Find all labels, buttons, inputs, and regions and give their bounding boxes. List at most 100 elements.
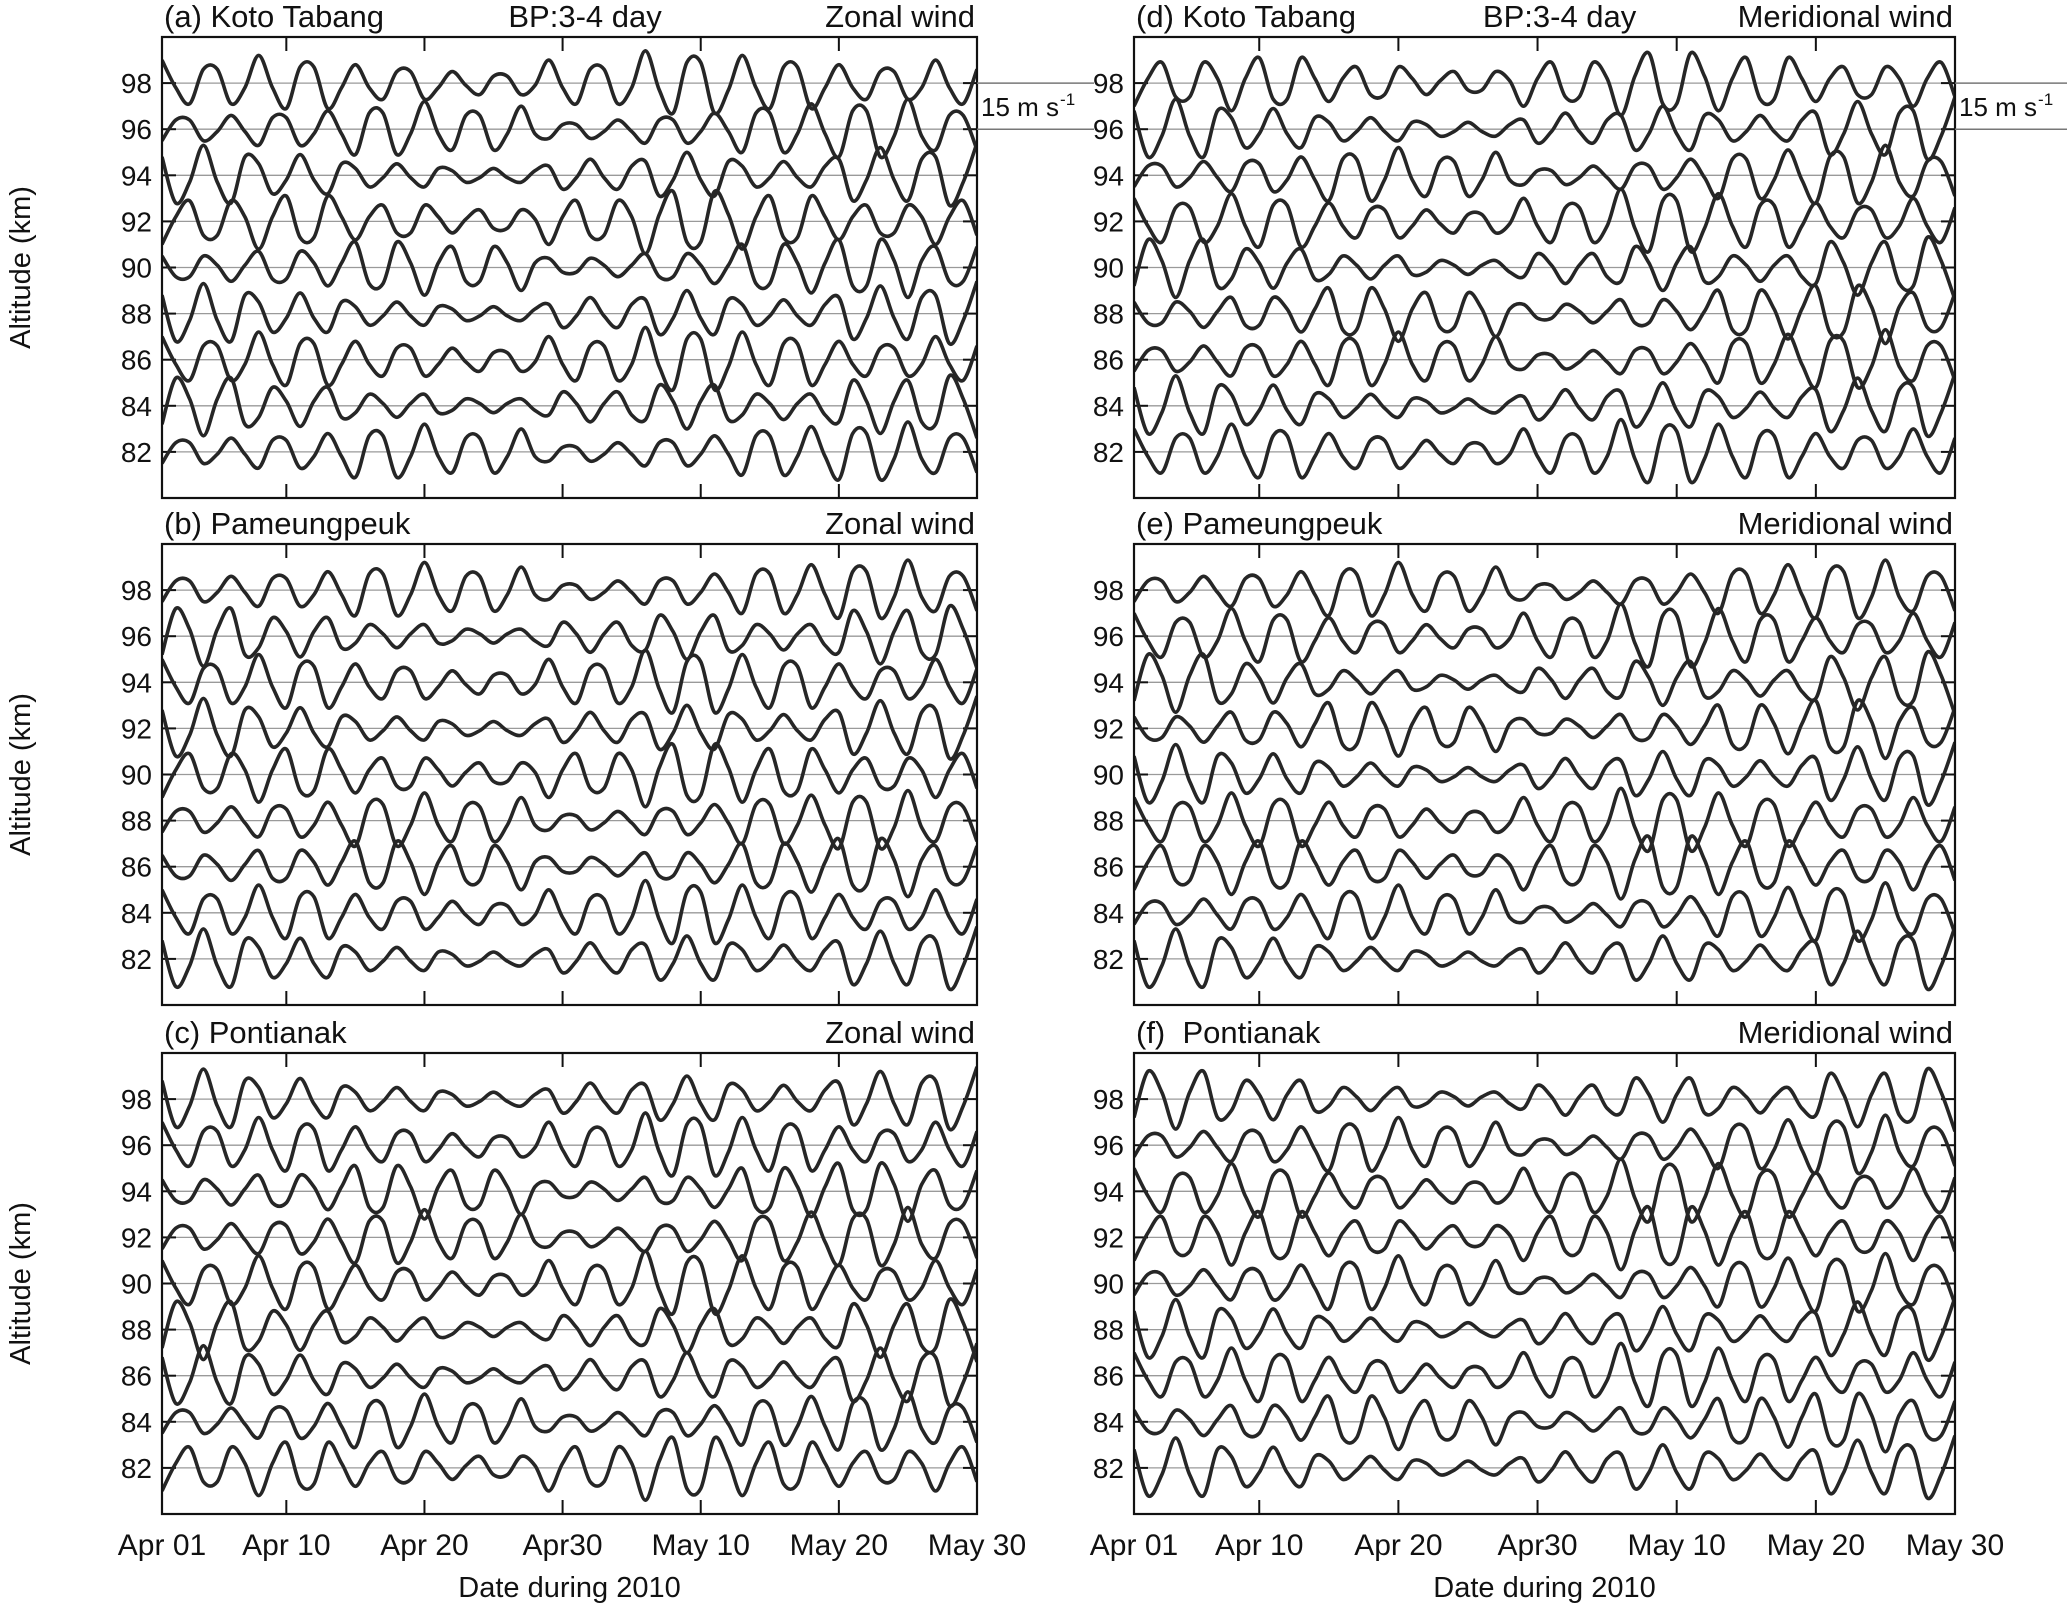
y-tick-label: 84: [121, 1407, 152, 1438]
y-axis-label: Altitude (km): [5, 1202, 37, 1365]
y-tick-label: 92: [121, 206, 152, 237]
wind-trace: [162, 325, 977, 393]
wind-trace: [1134, 602, 1955, 669]
y-tick-label: 82: [1093, 944, 1124, 975]
x-tick-label: May 20: [1767, 1529, 1865, 1562]
wind-trace: [1134, 1435, 1955, 1501]
wind-trace: [162, 1297, 977, 1363]
plot-frame: [160, 542, 979, 1007]
wind-trace: [162, 1435, 977, 1503]
wind-trace: [1134, 1391, 1955, 1454]
x-axis-label: Date during 2010: [458, 1572, 681, 1604]
wind-trace: [1134, 649, 1955, 716]
wind-trace: [1134, 834, 1955, 901]
y-tick-label: 92: [1093, 1222, 1124, 1253]
y-tick-label: 92: [1093, 206, 1124, 237]
y-tick-label: 92: [121, 1222, 152, 1253]
x-tick-label: Apr30: [1498, 1529, 1578, 1562]
scale-bar-exponent: -1: [1060, 90, 1075, 109]
wind-trace: [162, 648, 977, 715]
wind-trace: [162, 142, 977, 208]
y-tick-label: 90: [1093, 1269, 1124, 1300]
y-tick-label: 82: [121, 1453, 152, 1484]
x-tick-label: Apr 10: [1215, 1529, 1303, 1562]
wind-trace: [1134, 1296, 1955, 1363]
wind-trace: [1134, 1251, 1955, 1314]
y-tick-label: 84: [121, 391, 152, 422]
wind-trace: [162, 97, 977, 160]
wind-trace: [162, 603, 977, 670]
plot-frame: [1132, 1051, 1957, 1516]
y-tick-label: 90: [121, 1269, 152, 1300]
panel-title: (a) Koto Tabang: [164, 0, 384, 34]
wind-trace: [162, 1390, 977, 1453]
y-tick-label: 86: [1093, 1361, 1124, 1392]
wind-trace: [1134, 283, 1955, 346]
panel-variable: Zonal wind: [825, 0, 975, 34]
wind-trace: [162, 373, 977, 439]
y-tick-label: 94: [1093, 160, 1124, 191]
y-tick-label: 84: [121, 898, 152, 929]
x-axis-label: Date during 2010: [1433, 1572, 1656, 1604]
wind-trace: [1134, 698, 1955, 761]
y-axis-label: Altitude (km): [5, 693, 37, 856]
panel-variable: Meridional wind: [1738, 0, 1953, 34]
scale-bar-label: 15 m s: [981, 92, 1059, 122]
panel-subtitle: BP:3-4 day: [1483, 0, 1637, 34]
y-tick-label: 96: [1093, 1130, 1124, 1161]
wind-trace: [162, 1249, 977, 1317]
y-tick-label: 96: [121, 114, 152, 145]
y-tick-label: 94: [1093, 667, 1124, 698]
wind-trace: [1134, 786, 1955, 854]
y-tick-label: 86: [121, 345, 152, 376]
y-tick-label: 96: [1093, 621, 1124, 652]
y-tick-label: 88: [121, 806, 152, 837]
wind-trace: [162, 1161, 977, 1224]
wind-trace: [1134, 1113, 1955, 1176]
panel-title: (c) Pontianak: [164, 1015, 347, 1050]
wind-trace: [162, 280, 977, 347]
y-tick-label: 84: [1093, 1407, 1124, 1438]
y-tick-label: 98: [121, 575, 152, 606]
panel-title: (e) Pameungpeuk: [1136, 506, 1383, 541]
y-tick-label: 84: [1093, 391, 1124, 422]
wind-trace: [1134, 1341, 1955, 1409]
panel-title: (d) Koto Tabang: [1136, 0, 1356, 34]
y-tick-label: 82: [121, 944, 152, 975]
wind-trace: [162, 1111, 977, 1178]
x-tick-label: Apr30: [523, 1529, 603, 1562]
wind-trace: [1134, 558, 1955, 621]
y-tick-label: 98: [1093, 1084, 1124, 1115]
wind-trace: [1134, 372, 1955, 439]
panel-title: (b) Pameungpeuk: [164, 506, 411, 541]
wind-trace: [162, 926, 977, 992]
wind-trace: [162, 836, 977, 899]
x-tick-label: May 10: [1627, 1529, 1725, 1562]
y-tick-label: 88: [121, 299, 152, 330]
y-tick-label: 94: [121, 160, 152, 191]
y-axis-label: Altitude (km): [5, 186, 37, 349]
y-tick-label: 96: [1093, 114, 1124, 145]
wind-trace: [162, 1066, 977, 1132]
y-tick-label: 92: [1093, 713, 1124, 744]
wind-trace: [1134, 741, 1955, 807]
y-tick-label: 98: [121, 1084, 152, 1115]
wind-trace: [162, 420, 977, 483]
y-tick-label: 90: [121, 760, 152, 791]
x-tick-label: Apr 20: [380, 1529, 468, 1562]
y-tick-label: 86: [121, 1361, 152, 1392]
wind-trace: [162, 695, 977, 761]
wind-trace: [162, 48, 977, 116]
y-tick-label: 92: [121, 713, 152, 744]
wind-trace: [1134, 417, 1955, 485]
y-tick-label: 90: [1093, 760, 1124, 791]
y-tick-label: 88: [1093, 1315, 1124, 1346]
y-tick-label: 96: [121, 621, 152, 652]
x-tick-label: May 20: [790, 1529, 888, 1562]
wind-trace: [1134, 1204, 1955, 1272]
y-tick-label: 98: [121, 68, 152, 99]
wind-trace: [1134, 327, 1955, 390]
wind-trace: [1134, 926, 1955, 992]
y-tick-label: 88: [1093, 806, 1124, 837]
